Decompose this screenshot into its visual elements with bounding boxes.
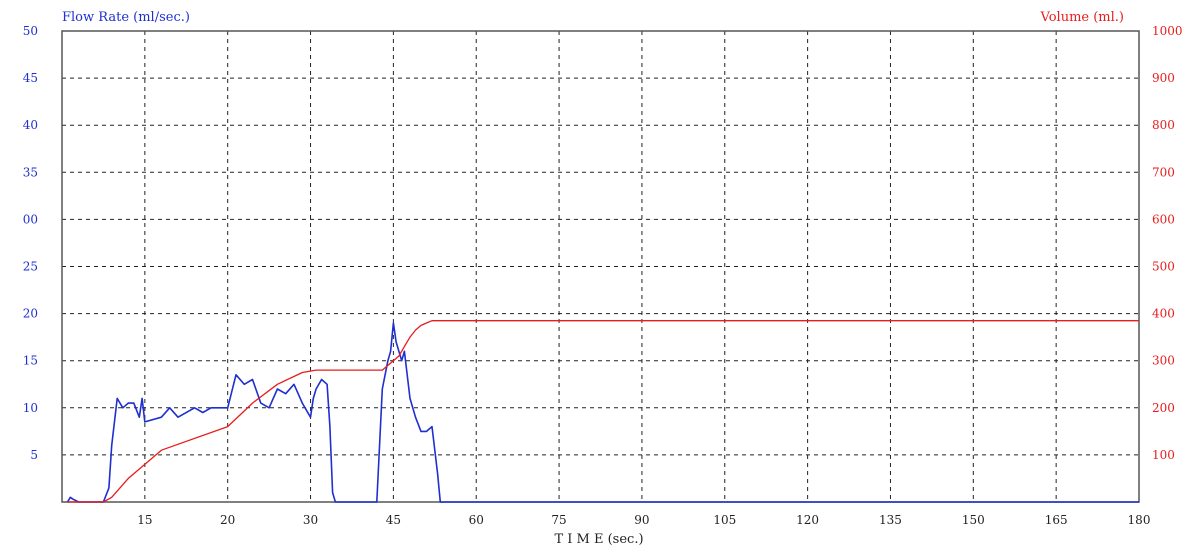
x-tick-label: 120: [796, 513, 819, 527]
y-right-tick-label: 300: [1152, 354, 1175, 368]
tick-labels: 15 20 30 45 60 75 90 105 120 135 150 165 180 5 10 15 20 2…: [23, 24, 1183, 527]
x-tick-label: 150: [962, 513, 985, 527]
y-right-tick-label: 600: [1152, 212, 1175, 226]
x-tick-label: 15: [137, 513, 152, 527]
x-tick-label: 60: [469, 513, 484, 527]
x-tick-label: 135: [879, 513, 902, 527]
x-tick-label: 30: [303, 513, 318, 527]
x-tick-label: 90: [634, 513, 649, 527]
x-tick-label: 45: [386, 513, 401, 527]
x-tick-label: 105: [713, 513, 736, 527]
x-tick-label: 75: [551, 513, 566, 527]
volume-series-line: [67, 320, 1139, 503]
y-left-tick-label: 5: [30, 448, 38, 462]
y-left-tick-label: 20: [23, 307, 38, 321]
y-left-tick-label: 25: [23, 260, 38, 274]
y-right-tick-label: 800: [1152, 118, 1175, 132]
y-axis-right-title: Volume (ml.): [1040, 10, 1124, 25]
y-left-tick-label: 10: [23, 401, 38, 415]
y-right-tick-label: 1000: [1152, 24, 1183, 38]
x-axis-title: T I M E (sec.): [554, 532, 643, 547]
y-left-tick-label: 35: [23, 165, 38, 179]
flow-rate-series-line: [66, 322, 1139, 503]
x-tick-label: 180: [1128, 513, 1151, 527]
y-left-tick-label: 50: [23, 24, 38, 38]
grid-lines: [62, 31, 1140, 502]
x-tick-label: 165: [1045, 513, 1068, 527]
y-right-tick-label: 200: [1152, 401, 1175, 415]
y-left-tick-label: 00: [23, 212, 38, 226]
y-right-tick-label: 700: [1152, 165, 1175, 179]
y-axis-left-title: Flow Rate (ml/sec.): [62, 10, 190, 25]
y-right-tick-label: 400: [1152, 307, 1175, 321]
y-left-tick-label: 15: [23, 354, 38, 368]
x-tick-label: 20: [220, 513, 235, 527]
y-right-tick-label: 900: [1152, 71, 1175, 85]
y-left-tick-label: 40: [23, 118, 38, 132]
y-left-tick-label: 45: [23, 71, 38, 85]
y-right-tick-label: 100: [1152, 448, 1175, 462]
series-layer: [66, 320, 1139, 503]
y-right-tick-label: 500: [1152, 260, 1175, 274]
